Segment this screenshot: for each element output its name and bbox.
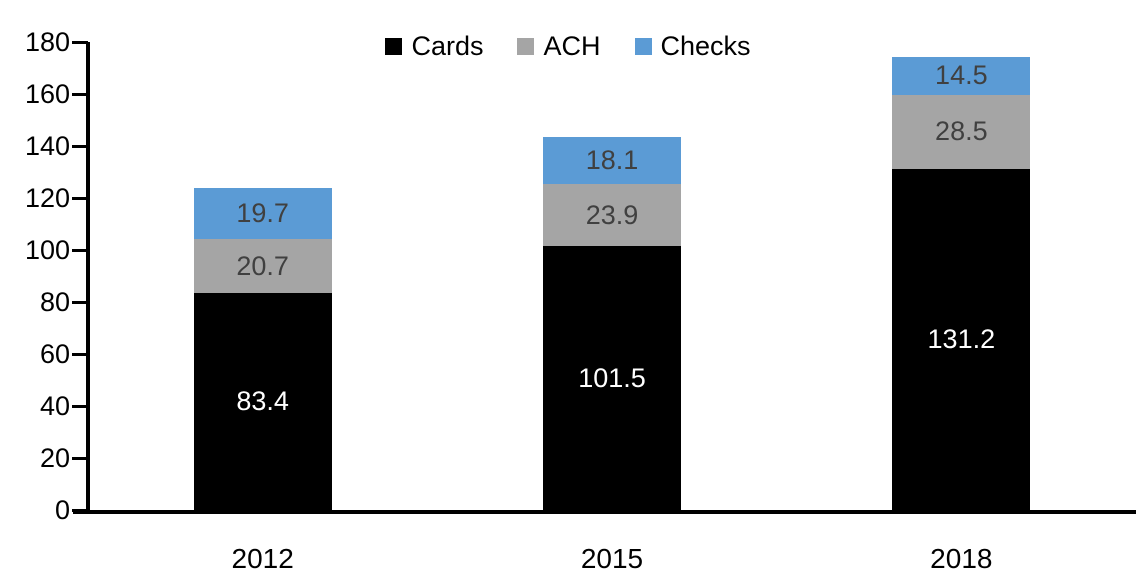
y-axis-tick-label: 60: [39, 339, 70, 369]
y-axis-tick-label: 40: [39, 391, 70, 421]
y-axis-tick-label: 0: [54, 495, 70, 525]
bar-segment-cards-2018: 131.2: [892, 168, 1031, 510]
legend-swatch-icon: [634, 38, 652, 55]
legend-label: Checks: [660, 31, 751, 61]
y-axis-tick: [72, 41, 88, 44]
y-axis-tick: [72, 301, 88, 304]
bar-segment-checks-2018: 14.5: [892, 57, 1031, 95]
bar-segment-ach-2012: 20.7: [193, 239, 332, 294]
legend-item-checks: Checks: [634, 31, 751, 61]
y-axis-line: [86, 42, 90, 514]
y-axis-tick: [72, 93, 88, 96]
x-axis-line: [73, 510, 1136, 514]
legend-label: Cards: [411, 31, 484, 61]
legend-item-cards: Cards: [385, 33, 483, 60]
y-axis-tick-label: 100: [24, 235, 70, 265]
legend-swatch-icon: [517, 38, 535, 55]
data-label: 23.9: [585, 199, 639, 230]
y-axis-tick: [72, 405, 88, 408]
x-axis-label-2012: 2012: [231, 543, 294, 574]
legend-swatch-icon: [385, 38, 403, 55]
bar-2015: 101.5 23.9 18.1: [543, 136, 681, 510]
y-axis-tick-label: 160: [24, 79, 70, 109]
y-axis-tick-label: 120: [24, 183, 70, 213]
data-label: 18.1: [585, 144, 639, 175]
bar-segment-checks-2015: 18.1: [543, 136, 681, 184]
chart-legend: Cards ACH Checks: [0, 33, 1136, 60]
y-axis-tick: [72, 457, 88, 460]
y-axis-tick-label: 20: [39, 443, 70, 473]
bar-segment-ach-2015: 23.9: [543, 183, 681, 247]
y-axis-tick-label: 180: [24, 27, 70, 57]
bar-segment-cards-2012: 83.4: [193, 293, 332, 510]
x-axis-label-2015: 2015: [580, 543, 644, 574]
data-label: 83.4: [236, 386, 289, 417]
x-axis-label-2018: 2018: [930, 543, 993, 574]
bar-segment-cards-2015: 101.5: [543, 246, 681, 510]
bar-2018: 131.2 28.5 14.5: [892, 57, 1031, 510]
data-label: 19.7: [236, 198, 289, 229]
data-label: 131.2: [927, 323, 996, 354]
y-axis-tick: [72, 145, 88, 148]
y-axis-tick: [72, 353, 88, 356]
data-label: 20.7: [236, 250, 289, 281]
legend-label: ACH: [543, 31, 601, 61]
legend-item-ach: ACH: [517, 31, 601, 61]
bar-segment-ach-2018: 28.5: [892, 94, 1031, 169]
bar-segment-checks-2012: 19.7: [193, 188, 332, 240]
y-axis-tick: [72, 509, 88, 512]
data-label: 101.5: [578, 362, 646, 393]
data-label: 14.5: [935, 60, 988, 91]
y-axis-tick: [72, 197, 88, 200]
data-label: 28.5: [935, 116, 988, 147]
y-axis-tick: [72, 249, 88, 252]
y-axis-tick-label: 140: [24, 131, 70, 161]
y-axis-tick-label: 80: [39, 287, 70, 317]
bar-2012: 83.4 20.7 19.7: [193, 188, 332, 510]
